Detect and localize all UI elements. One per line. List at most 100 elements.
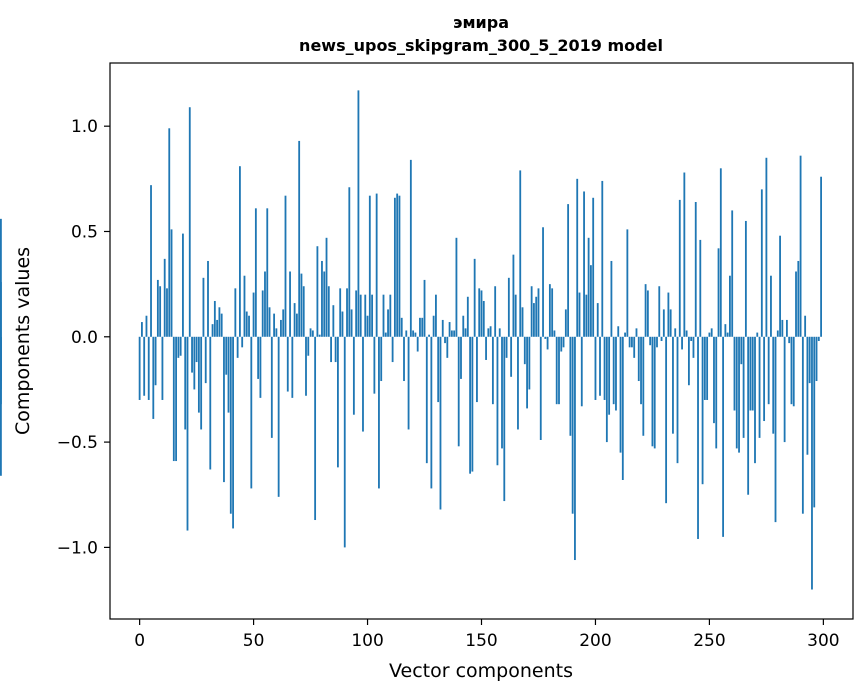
bar <box>243 275 246 337</box>
bar <box>662 309 665 337</box>
bar <box>430 336 433 489</box>
bar <box>617 326 620 337</box>
bar <box>610 260 613 337</box>
bar <box>576 178 579 337</box>
bar <box>371 294 374 337</box>
bar <box>539 336 542 440</box>
chart-subtitle: news_upos_skipgram_300_5_2019 model <box>299 36 663 55</box>
bar <box>216 319 219 337</box>
x-tick-label: 200 <box>579 631 611 651</box>
bar <box>305 336 307 396</box>
bar <box>482 300 485 337</box>
bar <box>184 336 187 430</box>
bar <box>200 336 203 430</box>
bar <box>254 208 257 337</box>
bar <box>476 336 478 403</box>
bar <box>726 332 729 337</box>
bar <box>703 336 706 400</box>
bar <box>808 336 811 384</box>
bar <box>170 229 173 337</box>
bar <box>316 246 319 337</box>
chart-title: эмира <box>453 13 509 32</box>
bar <box>776 330 779 337</box>
bar <box>150 185 152 337</box>
bar <box>209 336 212 470</box>
bar <box>471 336 474 472</box>
bar <box>227 336 230 413</box>
x-tick-label: 100 <box>351 631 383 651</box>
bar <box>635 328 638 337</box>
bar <box>501 336 503 449</box>
y-tick-label: 0.0 <box>71 328 98 348</box>
bar <box>382 294 385 337</box>
bar <box>307 336 310 356</box>
bar <box>462 315 465 337</box>
bar <box>291 336 294 398</box>
bar <box>362 336 364 432</box>
bar <box>646 290 649 337</box>
bar <box>259 336 262 398</box>
bar <box>774 336 777 523</box>
bar <box>191 336 193 373</box>
bar <box>489 326 492 337</box>
bar <box>0 336 2 390</box>
bar <box>232 336 234 529</box>
bar <box>407 336 410 430</box>
bar <box>218 307 221 337</box>
bar <box>450 330 453 337</box>
bar <box>366 315 369 337</box>
bar <box>154 336 157 386</box>
bar <box>526 336 528 409</box>
bar <box>685 330 688 337</box>
bar <box>731 210 734 337</box>
bar <box>740 336 743 365</box>
bar <box>428 334 430 337</box>
bar <box>309 328 312 337</box>
bar <box>357 90 360 337</box>
bar <box>334 336 337 363</box>
bar <box>724 324 727 337</box>
bar <box>567 204 570 337</box>
bar <box>400 317 403 337</box>
bar <box>257 336 260 379</box>
bar <box>300 273 303 337</box>
bar <box>546 336 549 350</box>
bar <box>603 336 606 400</box>
bar <box>364 294 367 337</box>
bar <box>751 336 754 411</box>
bar <box>193 336 196 390</box>
bar <box>0 218 2 337</box>
bar <box>678 199 681 337</box>
bar <box>672 336 674 434</box>
bar-series <box>0 90 822 590</box>
bar <box>649 336 652 346</box>
bar <box>343 336 346 548</box>
bar <box>280 319 282 337</box>
bar <box>747 336 750 495</box>
bar <box>658 286 661 337</box>
bar <box>733 336 736 411</box>
bar <box>273 313 276 337</box>
bar <box>710 328 713 337</box>
bar <box>311 330 314 337</box>
bar <box>754 336 756 464</box>
bar <box>781 319 784 337</box>
bar <box>551 288 554 337</box>
bar <box>387 309 389 337</box>
bar <box>341 311 344 337</box>
bar <box>389 294 392 337</box>
y-tick-label: 0.5 <box>71 222 98 242</box>
bar <box>615 336 617 411</box>
bar <box>179 336 182 356</box>
bar <box>560 336 563 352</box>
bar <box>542 227 544 337</box>
bar <box>220 313 223 337</box>
bar <box>530 286 533 337</box>
x-tick-label: 250 <box>693 631 725 651</box>
bar <box>797 260 800 337</box>
bar <box>172 336 175 462</box>
bar <box>521 307 524 337</box>
bar <box>330 336 332 363</box>
bar <box>159 286 162 337</box>
